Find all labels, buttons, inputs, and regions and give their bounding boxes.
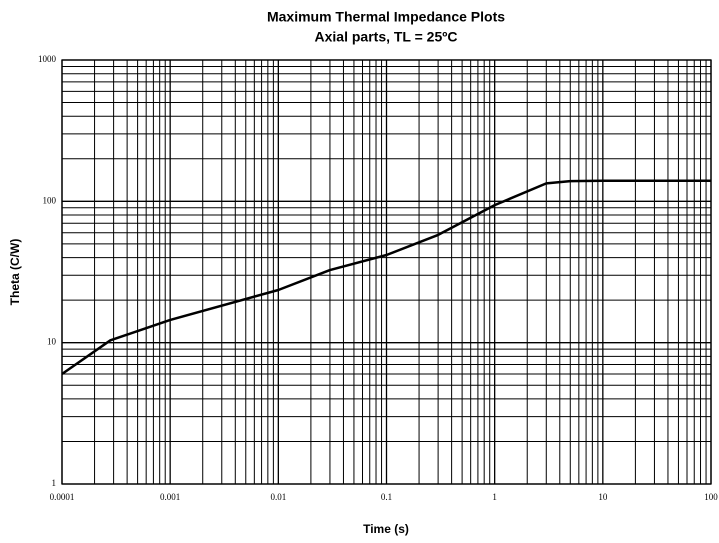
- x-axis-label: Time (s): [363, 522, 409, 536]
- y-tick-label: 100: [43, 195, 57, 205]
- data-line: [61, 179, 711, 376]
- y-tick-label: 10: [47, 337, 57, 347]
- x-tick-label: 10: [598, 492, 608, 502]
- x-tick-label: 0.01: [270, 492, 286, 502]
- x-tick-label: 0.1: [381, 492, 392, 502]
- y-axis-label: Theta (C/W): [8, 239, 22, 306]
- chart-subtitle: Axial parts, TL = 25ºC: [315, 29, 458, 45]
- x-tick-label: 100: [704, 492, 718, 502]
- chart-title: Maximum Thermal Impedance Plots: [267, 9, 505, 25]
- x-tick-label: 1: [492, 492, 497, 502]
- plot-frame: [61, 59, 712, 485]
- y-tick-label: 1000: [38, 54, 57, 64]
- x-tick-label: 0.001: [160, 492, 180, 502]
- y-tick-label: 1: [52, 478, 57, 488]
- x-tick-label: 0.0001: [50, 492, 75, 502]
